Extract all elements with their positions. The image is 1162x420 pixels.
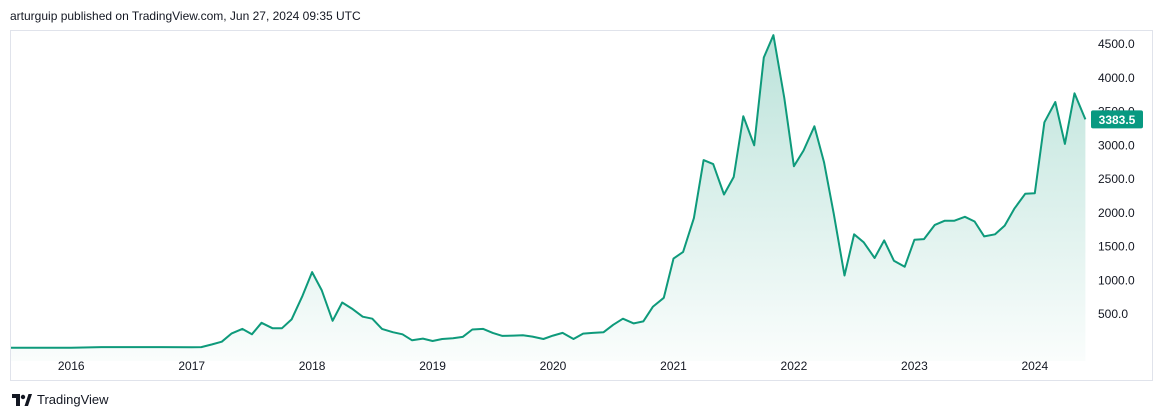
x-tick-label: 2019 xyxy=(419,359,446,373)
publisher-header: arturguip published on TradingView.com, … xyxy=(10,9,361,23)
price-area-fill xyxy=(11,35,1086,361)
footer-brand[interactable]: TradingView xyxy=(12,392,109,407)
y-tick-label: 500.0 xyxy=(1098,307,1128,321)
last-price-badge xyxy=(1091,110,1143,129)
x-tick-label: 2020 xyxy=(540,359,567,373)
y-tick-label: 3000.0 xyxy=(1098,138,1135,152)
y-tick-label: 1500.0 xyxy=(1098,240,1135,254)
x-tick-label: 2018 xyxy=(299,359,326,373)
x-tick-label: 2023 xyxy=(901,359,928,373)
x-tick-label: 2017 xyxy=(178,359,205,373)
last-price-label: 3383.5 xyxy=(1099,113,1136,127)
y-tick-label: 2000.0 xyxy=(1098,206,1135,220)
y-tick-label: 4000.0 xyxy=(1098,71,1135,85)
x-tick-label: 2021 xyxy=(660,359,687,373)
tradingview-logo-icon xyxy=(12,393,32,406)
x-tick-label: 2022 xyxy=(781,359,808,373)
price-chart[interactable]: 500.01000.01500.02000.02500.03000.03500.… xyxy=(11,31,1154,382)
y-tick-label: 4500.0 xyxy=(1098,37,1135,51)
chart-frame: 500.01000.01500.02000.02500.03000.03500.… xyxy=(10,30,1153,381)
y-tick-label: 1000.0 xyxy=(1098,273,1135,287)
footer-brand-label: TradingView xyxy=(37,392,109,407)
x-tick-label: 2024 xyxy=(1021,359,1048,373)
x-tick-label: 2016 xyxy=(58,359,85,373)
price-line xyxy=(11,34,1087,349)
y-tick-label: 2500.0 xyxy=(1098,172,1135,186)
